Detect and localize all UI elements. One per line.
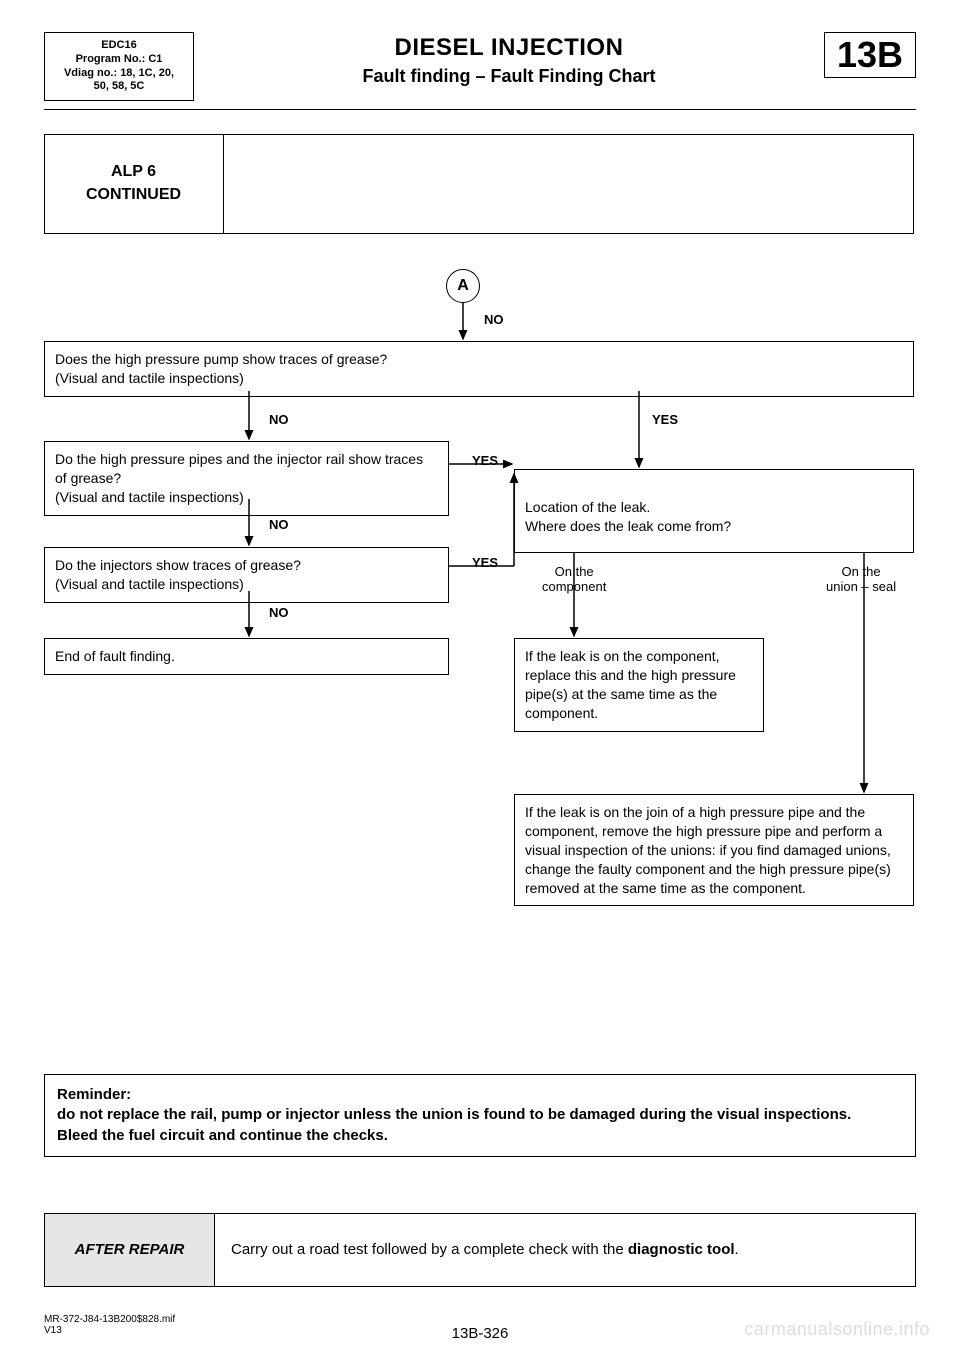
label-yes-pipes: YES <box>472 453 498 468</box>
label-on-union: On the union – seal <box>826 564 896 594</box>
alp-line2: CONTINUED <box>86 184 181 206</box>
box-end-text: End of fault finding. <box>55 648 175 664</box>
edc-line2: Program No.: C1 <box>55 53 183 67</box>
header-row: EDC16 Program No.: C1 Vdiag no.: 18, 1C,… <box>44 32 916 101</box>
title-main: DIESEL INJECTION <box>194 34 824 62</box>
label-no-a: NO <box>484 312 504 327</box>
after-text-pre: Carry out a road test followed by a comp… <box>231 1241 628 1258</box>
after-text-bold: diagnostic tool <box>628 1241 735 1258</box>
after-repair-row: AFTER REPAIR Carry out a road test follo… <box>44 1213 916 1287</box>
reminder-box: Reminder: do not replace the rail, pump … <box>44 1074 916 1157</box>
edc-line4: 50, 58, 5C <box>55 80 183 94</box>
after-repair-label: AFTER REPAIR <box>45 1214 215 1286</box>
flowchart: ALP 6 CONTINUED A Does the high pressure… <box>44 134 916 1074</box>
label-yes-pump: YES <box>652 412 678 427</box>
label-no-injectors: NO <box>269 605 289 620</box>
box-pump-question: Does the high pressure pump show traces … <box>44 341 914 397</box>
alp-title-box: ALP 6 CONTINUED <box>44 134 914 234</box>
edc-box: EDC16 Program No.: C1 Vdiag no.: 18, 1C,… <box>44 32 194 101</box>
box-location: Location of the leak. Where does the lea… <box>514 469 914 553</box>
watermark: carmanualsonline.info <box>744 1319 930 1340</box>
alp-line1: ALP 6 <box>86 161 181 183</box>
edc-line1: EDC16 <box>55 39 183 53</box>
box-pump-text: Does the high pressure pump show traces … <box>55 351 387 386</box>
reminder-line1: do not replace the rail, pump or injecto… <box>57 1105 903 1125</box>
reminder-title: Reminder: <box>57 1085 903 1105</box>
box-if-union: If the leak is on the join of a high pre… <box>514 794 914 906</box>
box-injectors-text: Do the injectors show traces of grease? … <box>55 557 301 592</box>
header-divider <box>44 109 916 110</box>
flow-arrows <box>44 134 914 1074</box>
label-no-pump: NO <box>269 412 289 427</box>
after-repair-text: Carry out a road test followed by a comp… <box>215 1214 915 1286</box>
title-block: DIESEL INJECTION Fault finding – Fault F… <box>194 32 824 87</box>
reminder-line2: Bleed the fuel circuit and continue the … <box>57 1126 903 1146</box>
box-injectors-question: Do the injectors show traces of grease? … <box>44 547 449 603</box>
page: EDC16 Program No.: C1 Vdiag no.: 18, 1C,… <box>0 0 960 1358</box>
box-location-text: Location of the leak. Where does the lea… <box>525 499 731 534</box>
node-a-circle: A <box>446 269 480 303</box>
alp-title-inner: ALP 6 CONTINUED <box>44 134 224 234</box>
title-sub: Fault finding – Fault Finding Chart <box>194 66 824 87</box>
box-end: End of fault finding. <box>44 638 449 675</box>
box-if-component: If the leak is on the component, replace… <box>514 638 764 732</box>
box-pipes-question: Do the high pressure pipes and the injec… <box>44 441 449 516</box>
section-code: 13B <box>824 32 916 78</box>
label-on-component: On the component <box>542 564 606 594</box>
after-text-post: . <box>735 1241 739 1258</box>
box-pipes-text: Do the high pressure pipes and the injec… <box>55 451 423 505</box>
node-a-label: A <box>457 277 469 295</box>
box-if-union-text: If the leak is on the join of a high pre… <box>525 804 891 896</box>
label-yes-injectors: YES <box>472 555 498 570</box>
label-no-pipes: NO <box>269 517 289 532</box>
edc-line3: Vdiag no.: 18, 1C, 20, <box>55 67 183 81</box>
box-if-component-text: If the leak is on the component, replace… <box>525 648 736 721</box>
